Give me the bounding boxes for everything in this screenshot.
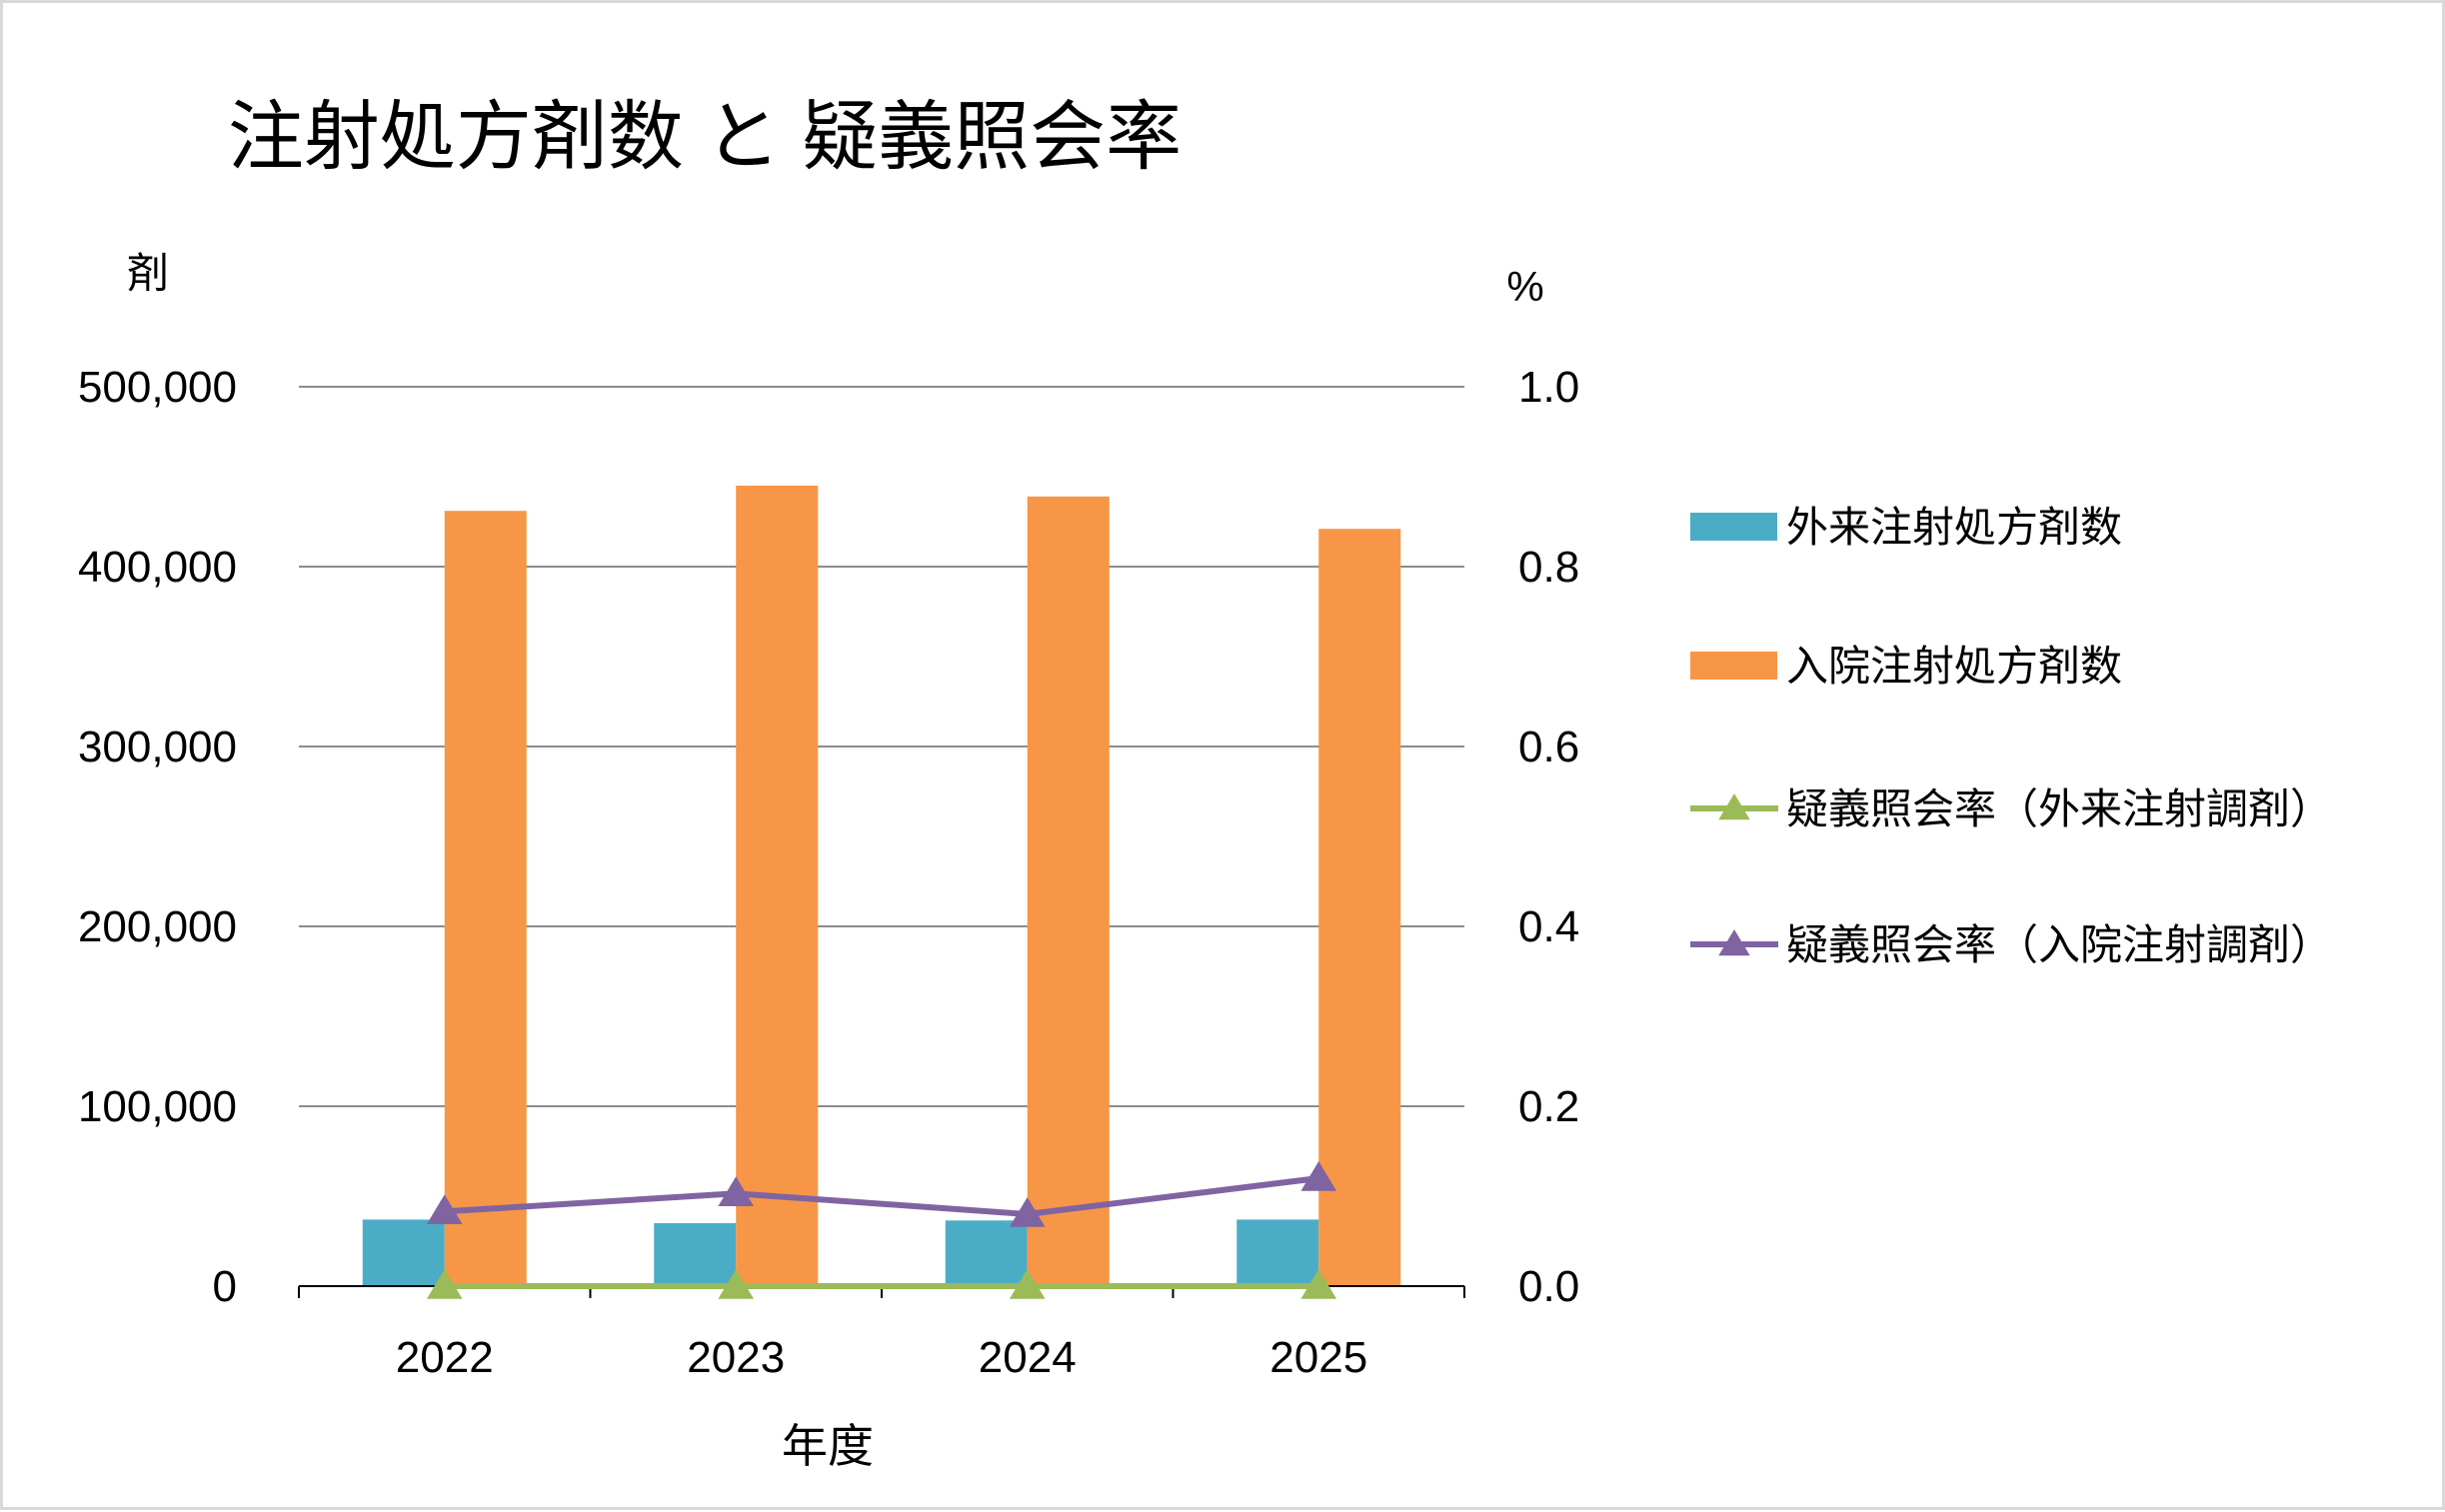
line-point-marker xyxy=(1009,1197,1046,1227)
left-tick-label: 400,000 xyxy=(78,543,237,592)
line-point-marker xyxy=(1300,1161,1337,1191)
line-point-marker xyxy=(1009,1269,1046,1299)
legend-marker xyxy=(1718,793,1750,820)
chart-title: 注射処方剤数 と 疑義照会率 xyxy=(228,95,1182,180)
line-point-marker xyxy=(1300,1269,1337,1299)
left-axis-unit: 剤 xyxy=(127,250,169,297)
right-axis-unit: % xyxy=(1506,263,1543,310)
bar xyxy=(362,1219,445,1286)
bar xyxy=(1027,496,1110,1286)
legend-label: 外来注射処方剤数 xyxy=(1786,504,2122,551)
line-point-marker xyxy=(426,1194,463,1225)
legend-label: 疑義照会率（外来注射調剤） xyxy=(1786,785,2332,832)
bar xyxy=(1318,529,1401,1286)
x-tick-label: 2025 xyxy=(1269,1333,1367,1382)
legend-label: 疑義照会率（入院注射調剤） xyxy=(1786,921,2332,968)
right-tick-label: 0.8 xyxy=(1518,543,1579,592)
bar xyxy=(736,486,819,1286)
combo-chart: 注射処方剤数 と 疑義照会率 剤 % 年度 0 0.0 100,000 0.2 200,… xyxy=(78,95,2332,1472)
legend-label: 入院注射処方剤数 xyxy=(1786,643,2122,690)
right-tick-label: 0.6 xyxy=(1518,723,1579,771)
left-tick-label: 500,000 xyxy=(78,363,237,412)
line-point-marker xyxy=(718,1269,755,1299)
x-tick-label: 2022 xyxy=(396,1333,494,1382)
left-tick-label: 0 xyxy=(213,1262,237,1311)
left-tick-label: 200,000 xyxy=(78,902,237,951)
right-tick-label: 0.2 xyxy=(1518,1082,1579,1131)
legend-swatch xyxy=(1690,652,1777,680)
legend-swatch xyxy=(1690,513,1777,541)
x-tick-label: 2023 xyxy=(687,1333,785,1382)
bars xyxy=(362,486,1401,1286)
series-line xyxy=(444,1175,1319,1218)
axes: 0 0.0 100,000 0.2 200,000 0.4 300,000 0.6 400,00… xyxy=(78,363,1579,1382)
right-tick-label: 0.0 xyxy=(1518,1262,1579,1311)
left-tick-label: 300,000 xyxy=(78,723,237,771)
legend-marker xyxy=(1718,929,1750,956)
bar xyxy=(1236,1219,1319,1286)
bar xyxy=(444,511,527,1286)
x-axis-title: 年度 xyxy=(782,1420,874,1472)
left-tick-label: 100,000 xyxy=(78,1082,237,1131)
right-tick-label: 0.4 xyxy=(1518,902,1579,951)
right-tick-label: 1.0 xyxy=(1518,363,1579,412)
x-tick-label: 2024 xyxy=(979,1333,1077,1382)
lines xyxy=(426,1161,1337,1299)
bar xyxy=(654,1223,737,1286)
line-point-marker xyxy=(426,1269,463,1299)
line-point-marker xyxy=(718,1176,755,1207)
bar xyxy=(945,1220,1028,1286)
